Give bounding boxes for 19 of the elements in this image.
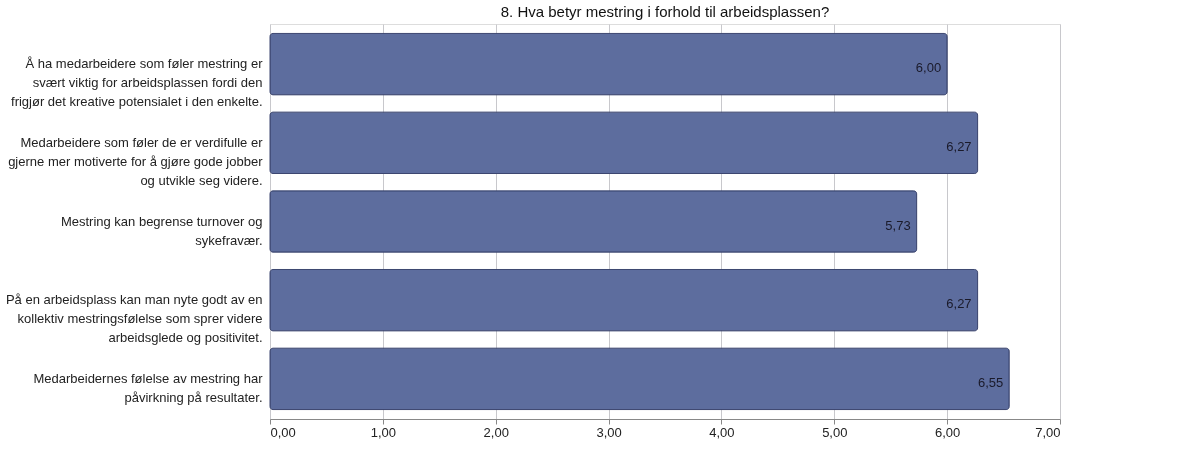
x-tick-label: 6,00 xyxy=(934,424,961,440)
y-tick-label: Mestring kan begrense turnover og sykefravær. xyxy=(60,213,263,248)
data-label: 6,27 xyxy=(946,296,972,312)
x-tick-label: 0,00 xyxy=(270,424,296,440)
x-tick-label: 1,00 xyxy=(370,424,397,440)
y-tick-label: På en arbeidsplass kan man nyte godt av en kollektiv mestringsfølelse som sprer videre arbeidsglede og positivitet. xyxy=(5,292,263,346)
x-tick-label: 7,00 xyxy=(1035,424,1061,440)
data-label: 6,55 xyxy=(977,374,1004,390)
y-tick-label: Å ha medarbeidere som føler mestring er svært viktig for arbeidsplassen fordi den frigjør det kreative potensialet i den enkelte. xyxy=(11,56,264,110)
y-tick-label: Medarbeidernes følelse av mestring har påvirkning på resultater. xyxy=(33,370,264,405)
x-tick-label: 4,00 xyxy=(709,424,735,440)
data-label: 6,27 xyxy=(946,138,972,154)
x-tick-label: 5,00 xyxy=(822,424,848,440)
x-tick-label: 3,00 xyxy=(596,424,622,440)
x-tick-label: 2,00 xyxy=(483,424,509,440)
data-label: 5,73 xyxy=(885,217,911,233)
chart-title: 8. Hva betyr mestring i forhold til arbeidsplassen? xyxy=(500,3,830,20)
y-tick-label: Medarbeidere som føler de er verdifulle er gjerne mer motiverte for å gjøre gode jobber og utvikle seg videre. xyxy=(8,134,264,188)
data-label: 6,00 xyxy=(915,60,942,76)
